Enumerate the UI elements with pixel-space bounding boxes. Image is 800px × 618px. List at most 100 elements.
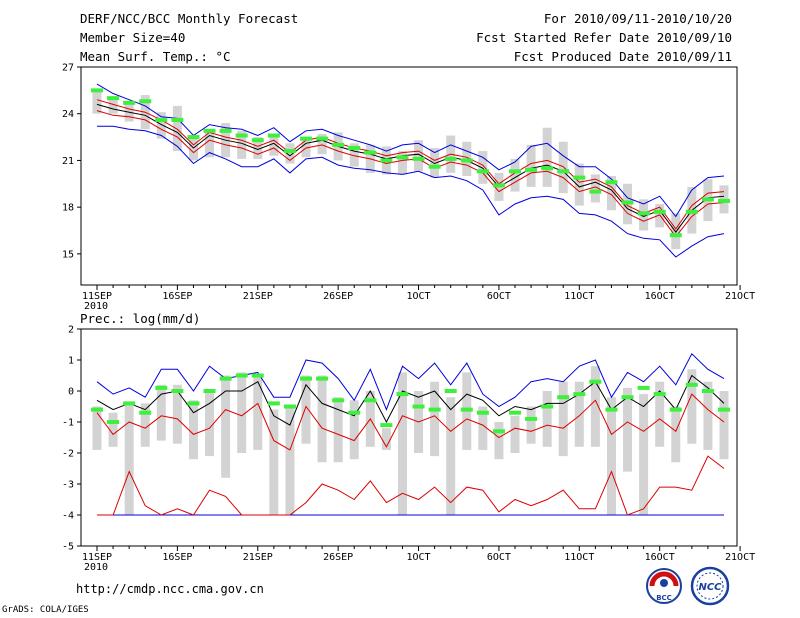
- precip-box: [92, 406, 102, 450]
- ncc-logo-text: NCC: [698, 582, 722, 593]
- precip-ytick-label: -2: [62, 449, 74, 460]
- precip-marker: [476, 410, 489, 415]
- bcc-logo: BCC: [646, 568, 682, 604]
- precip-box: [623, 387, 633, 472]
- temp-marker: [557, 169, 570, 174]
- precip-marker: [396, 392, 409, 397]
- precip-box: [397, 372, 407, 515]
- temp-xtick-label: 16SEP: [162, 291, 192, 302]
- precip-box: [671, 406, 681, 463]
- precip-marker: [283, 404, 296, 409]
- temp-box: [349, 143, 359, 167]
- temp-xtick-year: 2010: [84, 301, 108, 312]
- precip-box: [478, 406, 488, 450]
- ncc-logo: NCC: [690, 566, 730, 606]
- temp-marker: [476, 169, 489, 174]
- precip-title: Prec.: log(mm/d): [80, 311, 200, 326]
- temp-ensemble-mean-line: [96, 103, 725, 233]
- temp-box: [430, 147, 440, 178]
- precip-xtick-label: 21OCT: [725, 552, 755, 563]
- precip-marker: [107, 420, 120, 424]
- temp-marker: [573, 175, 586, 180]
- precip-marker: [91, 407, 103, 412]
- precip-marker: [557, 395, 570, 400]
- precip-box: [590, 366, 600, 447]
- temp-marker: [251, 138, 264, 143]
- precip-box: [205, 391, 215, 457]
- temp-xtick-label: 21SEP: [243, 291, 273, 302]
- temp-box: [542, 127, 552, 187]
- temp-marker: [492, 183, 505, 188]
- started-date: Fcst Started Refer Date 2010/09/10: [476, 30, 732, 45]
- temp-marker: [460, 158, 473, 163]
- precip-marker: [171, 389, 184, 393]
- temp-marker: [155, 117, 168, 122]
- member-size: Member Size=40: [80, 30, 186, 45]
- temp-xtick-label: 11OCT: [564, 291, 594, 302]
- temp-marker: [525, 167, 538, 172]
- temp-box: [285, 143, 295, 164]
- precip-box: [510, 415, 520, 453]
- precip-marker: [300, 376, 312, 381]
- precip-marker: [605, 407, 618, 412]
- precip-marker: [428, 407, 441, 412]
- precip-xtick-label: 26SEP: [323, 552, 353, 563]
- temp-box: [156, 112, 166, 139]
- temp-ensemble-min-line: [97, 125, 725, 258]
- precip-box: [606, 397, 616, 515]
- temp-marker: [107, 96, 120, 101]
- precip-ytick-label: 2: [68, 325, 74, 336]
- temp-marker: [637, 211, 650, 216]
- temp-marker: [139, 99, 152, 104]
- temp-marker: [267, 133, 280, 138]
- precip-box: [349, 400, 359, 460]
- temp-marker: [364, 150, 377, 155]
- precip-marker: [203, 389, 216, 393]
- precip-marker: [267, 401, 280, 406]
- temp-box: [510, 158, 520, 192]
- temp-box: [124, 104, 134, 122]
- temp-box: [205, 129, 215, 158]
- precip-lower-spread-line: [97, 455, 725, 516]
- temp-xtick-label: 21OCT: [725, 291, 755, 302]
- precip-xtick-label: 16OCT: [645, 552, 675, 563]
- precip-marker: [123, 401, 136, 406]
- temp-box: [478, 151, 488, 184]
- precip-marker: [364, 398, 377, 403]
- precip-marker: [669, 407, 682, 412]
- temp-marker: [332, 142, 345, 147]
- precip-box: [108, 412, 118, 447]
- temp-marker: [203, 128, 216, 133]
- source-url[interactable]: http://cmdp.ncc.cma.gov.cn: [76, 582, 264, 596]
- temp-marker: [589, 189, 602, 194]
- precip-ytick-label: 1: [68, 356, 74, 367]
- precip-ytick-label: -3: [62, 480, 74, 491]
- temp-marker: [316, 136, 329, 141]
- precip-marker: [155, 385, 168, 390]
- temp-ensemble-max-line: [96, 83, 725, 218]
- precip-marker: [235, 373, 248, 378]
- precip-ytick-label: -5: [62, 542, 74, 553]
- precip-box: [237, 372, 247, 453]
- temp-box: [574, 163, 584, 206]
- temp-marker: [685, 209, 698, 214]
- temp-xtick-label: 26SEP: [323, 291, 353, 302]
- precip-marker: [332, 398, 345, 403]
- precip-box: [574, 381, 584, 447]
- precip-box: [494, 422, 504, 460]
- precip-box: [655, 381, 665, 447]
- precip-xtick-label: 1OCT: [406, 552, 430, 563]
- precip-xtick-label: 6OCT: [487, 552, 511, 563]
- precip-upper-spread-line: [96, 393, 725, 451]
- precip-box: [253, 375, 263, 450]
- precip-box: [285, 406, 295, 515]
- temp-panel: 15 18 21 24 27 11SEP 16SEP 21SEP 26SEP 1OCT 6OCT 11…: [62, 63, 755, 313]
- precip-ytick-label: -4: [62, 511, 74, 522]
- precip-xtick-label: 21SEP: [243, 552, 273, 563]
- temp-xtick-label: 6OCT: [487, 291, 511, 302]
- precip-marker: [525, 416, 538, 421]
- temp-marker: [605, 180, 618, 185]
- temp-box: [558, 141, 568, 194]
- precip-box: [703, 381, 713, 450]
